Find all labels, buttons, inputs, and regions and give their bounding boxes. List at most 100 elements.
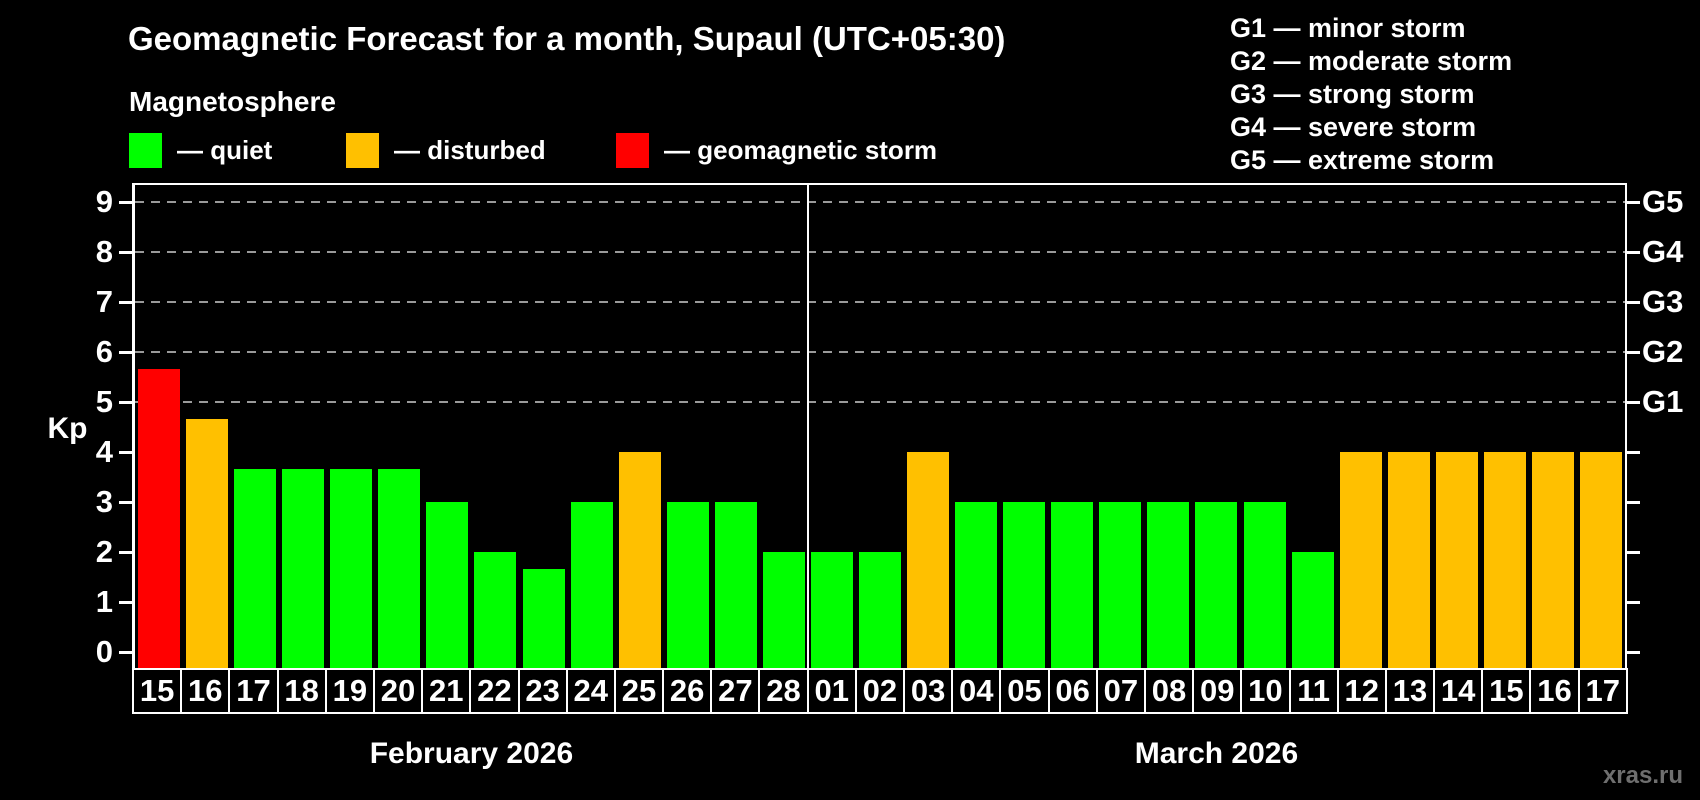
day-label: 01 — [809, 670, 857, 712]
day-label: 22 — [471, 670, 520, 712]
y-axis-line — [132, 183, 135, 668]
day-label: 07 — [1098, 670, 1146, 712]
day-label: 24 — [568, 670, 616, 712]
quiet-legend-swatch — [129, 133, 162, 168]
right-axis-line — [1625, 183, 1627, 668]
day-label: 03 — [905, 670, 954, 712]
y-tick-left-1 — [119, 601, 132, 604]
day-label: 02 — [857, 670, 905, 712]
y-tick-label-9: 9 — [95, 184, 113, 219]
day-label: 05 — [1001, 670, 1050, 712]
kp-bar-day-15 — [138, 368, 181, 668]
right-axis-label-G5: G5 — [1642, 184, 1684, 219]
day-label: 18 — [279, 670, 327, 712]
day-label: 21 — [423, 670, 472, 712]
day-label: 15 — [134, 670, 183, 712]
right-axis-label-G4: G4 — [1642, 234, 1684, 269]
right-axis-label-G3: G3 — [1642, 284, 1684, 319]
storm-legend-swatch — [616, 133, 649, 168]
kp-bar-day-27 — [714, 502, 757, 668]
day-label: 25 — [616, 670, 665, 712]
day-label: 20 — [375, 670, 424, 712]
kp-bar-day-16 — [1531, 452, 1574, 668]
g-scale-legend-line: G3 — strong storm — [1230, 79, 1475, 109]
watermark: xras.ru — [1602, 762, 1683, 789]
kp-bar-day-12 — [1339, 452, 1382, 668]
g-scale-legend-line: G1 — minor storm — [1230, 13, 1466, 43]
x-axis-day-labels: 15 16 17 18 19 20 21 22 23 24 25 26 27 28 01 02 03 04 05 06… — [132, 668, 1628, 714]
y-tick-left-6 — [119, 351, 132, 354]
disturbed-legend-swatch — [346, 133, 379, 168]
y-tick-left-8 — [119, 251, 132, 254]
y-tick-right-4 — [1627, 451, 1640, 454]
g-scale-legend: G1 — minor storm G2 — moderate storm G3 — … — [1230, 12, 1512, 177]
kp-bar-day-19 — [330, 468, 373, 668]
y-tick-left-7 — [119, 301, 132, 304]
day-label: 16 — [1531, 670, 1580, 712]
gridline-kp8 — [135, 251, 1625, 253]
gridline-kp6 — [135, 351, 1625, 353]
y-tick-label-6: 6 — [95, 334, 113, 369]
y-tick-right-3 — [1627, 501, 1640, 504]
gridline-kp5 — [135, 401, 1625, 403]
day-label: 17 — [1585, 673, 1620, 708]
y-tick-label-3: 3 — [95, 484, 113, 519]
g-scale-legend-line: G2 — moderate storm — [1230, 46, 1513, 76]
kp-bar-day-23 — [522, 568, 565, 668]
day-label: 04 — [953, 670, 1002, 712]
kp-bar-day-09 — [1195, 502, 1238, 668]
kp-bar-day-20 — [378, 468, 421, 668]
y-tick-label-5: 5 — [95, 384, 113, 419]
kp-bar-day-22 — [474, 552, 517, 668]
y-tick-right-0 — [1627, 651, 1640, 654]
kp-bar-day-13 — [1387, 452, 1430, 668]
day-label: 23 — [520, 670, 568, 712]
gridline-kp7 — [135, 301, 1625, 303]
y-tick-right-8 — [1627, 251, 1640, 254]
kp-bar-day-28 — [762, 552, 805, 668]
kp-bar-day-10 — [1243, 502, 1286, 668]
kp-bar-day-01 — [810, 552, 853, 668]
day-label: 08 — [1146, 670, 1195, 712]
kp-bar-day-24 — [570, 502, 613, 668]
plot-area: 0 1 2 3 4 5 6 7 8 9 G1 G2 G3 G4 G5 — [96, 183, 1683, 668]
y-tick-label-8: 8 — [95, 234, 113, 269]
month-separator-line — [806, 185, 809, 668]
kp-bar-day-11 — [1291, 552, 1334, 668]
kp-bar-day-21 — [426, 502, 469, 668]
y-tick-left-4 — [119, 451, 132, 454]
y-tick-label-2: 2 — [95, 534, 113, 569]
y-tick-label-0: 0 — [95, 634, 113, 669]
kp-bar-day-02 — [859, 552, 901, 668]
kp-bar-day-14 — [1435, 452, 1478, 668]
y-tick-right-5 — [1627, 401, 1640, 404]
kp-bar-day-15 — [1483, 452, 1526, 668]
kp-bar-day-26 — [666, 502, 709, 668]
day-label: 19 — [327, 670, 375, 712]
plot-top-border — [132, 183, 1627, 185]
y-tick-label-1: 1 — [95, 584, 113, 619]
disturbed-legend-label: — disturbed — [394, 135, 546, 165]
g-scale-legend-line: G4 — severe storm — [1230, 112, 1477, 142]
right-axis-label-G1: G1 — [1642, 384, 1684, 419]
y-tick-right-2 — [1627, 551, 1640, 554]
storm-legend-label: — geomagnetic storm — [664, 135, 938, 165]
y-tick-right-9 — [1627, 201, 1640, 204]
y-tick-left-9 — [119, 201, 132, 204]
day-label: 11 — [1291, 670, 1339, 712]
magnetosphere-label: Magnetosphere — [129, 86, 336, 117]
y-tick-left-0 — [119, 651, 132, 654]
day-label: 28 — [760, 670, 809, 712]
quiet-legend-label: — quiet — [177, 135, 273, 165]
g-scale-legend-line: G5 — extreme storm — [1230, 145, 1495, 175]
day-label: 10 — [1242, 670, 1291, 712]
kp-bar-day-18 — [282, 468, 325, 668]
y-axis-title: Kp — [47, 412, 88, 445]
y-tick-right-6 — [1627, 351, 1640, 354]
chart-title: Geomagnetic Forecast for a month, Supaul… — [128, 20, 1006, 57]
gridline-kp9 — [135, 201, 1625, 203]
kp-bar-day-25 — [618, 452, 661, 668]
kp-bar-day-08 — [1147, 502, 1190, 668]
y-tick-left-3 — [119, 501, 132, 504]
y-tick-label-4: 4 — [95, 434, 113, 469]
